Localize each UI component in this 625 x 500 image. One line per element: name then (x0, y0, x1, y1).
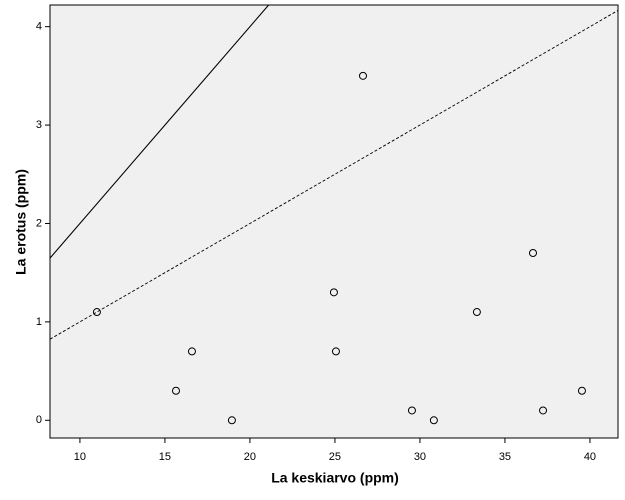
x-tick-label: 15 (159, 451, 171, 463)
y-tick-label: 0 (36, 414, 42, 426)
y-tick-label: 3 (36, 119, 42, 131)
x-tick-label: 40 (584, 451, 596, 463)
point (407, 406, 416, 415)
point (577, 386, 586, 395)
point (329, 288, 338, 297)
point (528, 248, 537, 257)
point (187, 347, 196, 356)
x-tick-label: 35 (499, 451, 511, 463)
reference-lines (50, 5, 618, 340)
reference-line (50, 5, 270, 259)
point (358, 71, 367, 80)
point (331, 347, 340, 356)
y-tick-label: 4 (36, 21, 42, 33)
reference-line (50, 10, 618, 340)
x-tick-label: 20 (244, 451, 256, 463)
point (539, 406, 548, 415)
y-axis-title: La erotus (ppm) (13, 169, 29, 275)
x-tick-label: 10 (74, 451, 86, 463)
point (171, 386, 180, 395)
x-axis-title: La keskiarvo (ppm) (271, 470, 399, 486)
point (472, 308, 481, 317)
point (227, 416, 236, 425)
x-tick-label: 30 (414, 451, 426, 463)
y-tick-label: 1 (36, 316, 42, 328)
x-tick-label: 25 (329, 451, 341, 463)
point (429, 416, 438, 425)
plot-area (49, 4, 619, 439)
point (92, 308, 101, 317)
y-tick-label: 2 (36, 217, 42, 229)
